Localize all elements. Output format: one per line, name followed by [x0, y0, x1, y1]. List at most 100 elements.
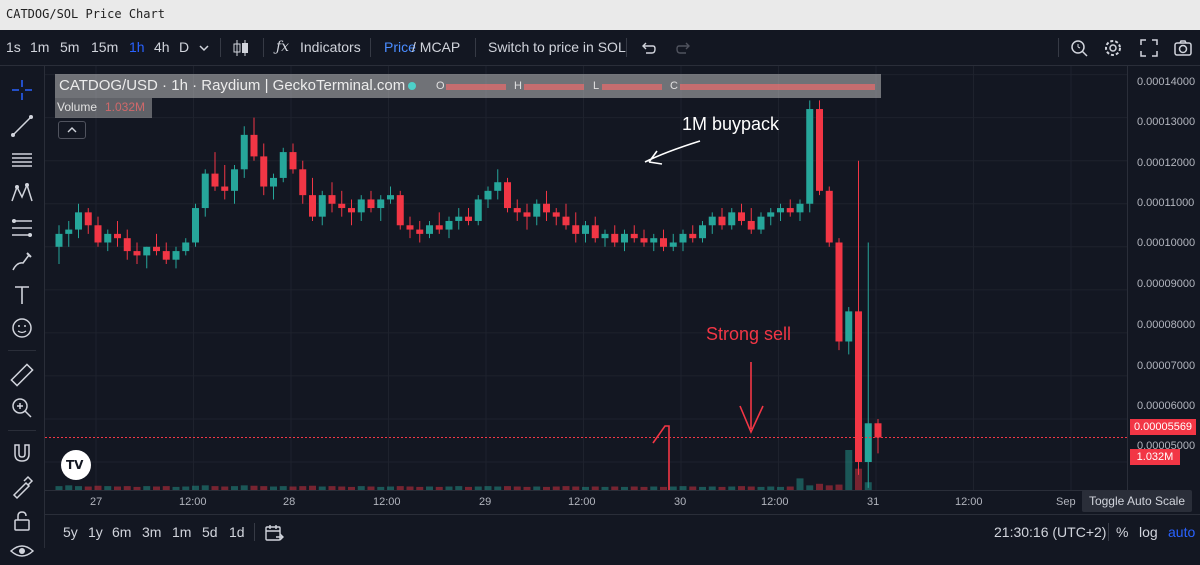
indicators-button[interactable]: Indicators	[300, 39, 361, 55]
volume-bar	[572, 486, 580, 490]
switch-to-sol-button[interactable]: Switch to price in SOL	[488, 39, 626, 55]
magnet-icon[interactable]	[8, 439, 36, 467]
calendar-goto-icon[interactable]	[264, 523, 284, 543]
pattern-icon[interactable]	[8, 179, 36, 207]
toolbar-divider	[220, 38, 221, 57]
quick-search-icon[interactable]	[1069, 38, 1089, 58]
mcap-mode-button[interactable]: / MCAP	[412, 39, 461, 55]
range-5d[interactable]: 5d	[202, 524, 218, 540]
price-label: 0.00013000	[1137, 116, 1196, 128]
price-chart[interactable]	[45, 66, 1127, 490]
function-icon[interactable]: ƒx	[276, 39, 290, 55]
fullscreen-icon[interactable]	[1139, 38, 1159, 58]
volume-bar	[611, 486, 619, 490]
interval-1m[interactable]: 1m	[30, 39, 50, 55]
undo-icon[interactable]	[640, 40, 656, 56]
range-3m[interactable]: 3m	[142, 524, 162, 540]
toolbar-divider	[370, 38, 371, 57]
candle-body	[416, 229, 424, 234]
price-label: 0.00007000	[1137, 360, 1196, 372]
candle-body	[523, 212, 531, 217]
volume-bar	[650, 486, 658, 490]
volume-bar	[552, 486, 560, 490]
candle-body	[864, 423, 872, 463]
zoom-in-icon[interactable]	[8, 394, 36, 422]
close-label: C	[670, 80, 678, 92]
range-5y[interactable]: 5y	[63, 524, 78, 540]
time-label: 29	[479, 496, 492, 508]
gear-icon[interactable]	[1103, 38, 1123, 58]
candle-body	[396, 195, 404, 226]
volume-bar	[640, 486, 648, 490]
candle-body	[679, 233, 687, 243]
volume-bar	[513, 486, 521, 490]
volume-bar	[231, 486, 238, 490]
toggle-auto-scale-button[interactable]: Toggle Auto Scale	[1082, 490, 1192, 512]
percent-toggle[interactable]: %	[1116, 524, 1129, 540]
trend-line-icon[interactable]	[8, 112, 36, 140]
volume-bar	[192, 485, 199, 490]
volume-bar	[835, 484, 843, 490]
drawing-toolbar	[0, 66, 45, 557]
interval-1h[interactable]: 1h	[129, 39, 145, 55]
range-1m[interactable]: 1m	[172, 524, 192, 540]
range-1y[interactable]: 1y	[88, 524, 103, 540]
candle-body	[445, 220, 453, 230]
volume-bar	[845, 450, 853, 490]
collapse-legend-button[interactable]	[58, 121, 86, 139]
toolbar-divider	[626, 38, 627, 57]
volume-bar	[396, 486, 404, 490]
volume-bar	[796, 478, 804, 490]
market-status-dot	[408, 82, 416, 90]
candle-body	[367, 199, 375, 209]
eye-icon[interactable]	[8, 537, 36, 565]
candle-body	[357, 199, 365, 213]
fib-retracement-icon[interactable]	[8, 214, 36, 242]
crosshair-icon[interactable]	[8, 76, 36, 104]
range-1d[interactable]: 1d	[229, 524, 245, 540]
candle-body	[270, 177, 277, 187]
candle-body	[260, 156, 268, 187]
lock-icon[interactable]	[8, 507, 36, 535]
time-axis[interactable]: 27 12:00 28 12:00 29 12:00 30 12:00 31 1…	[45, 490, 1127, 515]
interval-5m[interactable]: 5m	[60, 39, 80, 55]
chevron-down-icon[interactable]	[199, 43, 209, 53]
volume-bar	[348, 486, 355, 490]
text-tool-icon[interactable]	[8, 281, 36, 309]
price-axis[interactable]: 0.00014000 0.00013000 0.00012000 0.00011…	[1127, 66, 1200, 490]
volume-bar	[484, 486, 492, 490]
time-label: 12:00	[568, 496, 596, 508]
range-6m[interactable]: 6m	[112, 524, 132, 540]
volume-bar	[777, 486, 784, 490]
emoji-icon[interactable]	[8, 314, 36, 342]
log-toggle[interactable]: log	[1139, 524, 1158, 540]
volume-bar	[738, 486, 745, 490]
interval-4h[interactable]: 4h	[154, 39, 170, 55]
horizontal-lines-icon[interactable]	[8, 146, 36, 174]
interval-d[interactable]: D	[179, 39, 190, 55]
volume-bar	[260, 486, 268, 490]
candle-body	[591, 225, 599, 239]
tradingview-logo[interactable]: TV	[61, 450, 91, 480]
volume-bar	[786, 486, 794, 490]
price-mode-button[interactable]: Price	[384, 39, 416, 55]
volume-bar	[55, 486, 63, 490]
candle-body	[796, 203, 804, 213]
auto-toggle[interactable]: auto	[1168, 524, 1196, 540]
low-value-redacted	[602, 84, 662, 90]
ruler-icon[interactable]	[8, 361, 36, 389]
volume-bar	[182, 486, 190, 490]
volume-label: Volume	[57, 100, 98, 114]
camera-icon[interactable]	[1173, 38, 1193, 58]
redo-icon[interactable]	[676, 40, 692, 56]
candle-body	[855, 311, 862, 463]
brush-icon[interactable]	[8, 248, 36, 276]
interval-1s[interactable]: 1s	[6, 39, 21, 55]
interval-15m[interactable]: 15m	[91, 39, 119, 55]
volume-bar	[299, 486, 307, 490]
candle-body	[455, 216, 463, 221]
symbol-label: CATDOG/USD · 1h · Raydium | GeckoTermina…	[59, 77, 406, 94]
lock-drawings-icon[interactable]	[8, 473, 36, 501]
candles-icon[interactable]	[231, 38, 251, 58]
candle-body	[582, 225, 589, 234]
